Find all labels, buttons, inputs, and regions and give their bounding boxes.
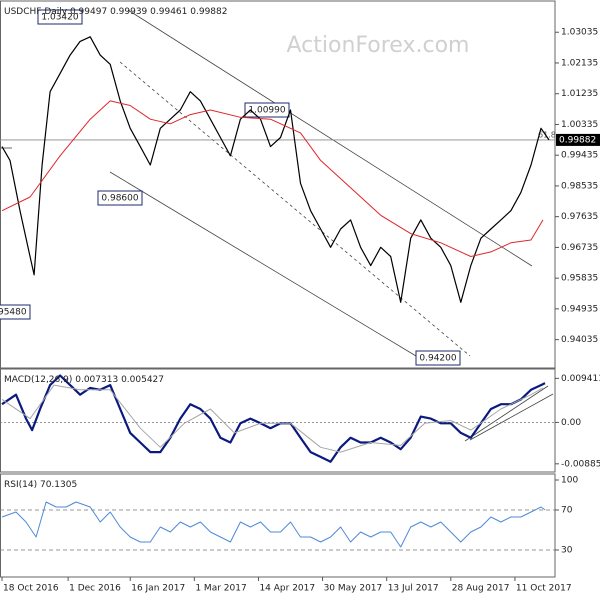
price-annotation-box (97, 190, 143, 206)
price-annotation-box (244, 102, 290, 118)
y-tick-label: 0.99435 (561, 151, 598, 161)
header-value: 0.005427 (121, 375, 164, 385)
y-tick-label: 0.97635 (561, 212, 598, 222)
price-annotation-box (0, 304, 31, 320)
series-line (1, 384, 544, 453)
panel-frame (0, 473, 556, 578)
price-annotation: 1.00990 (248, 106, 285, 116)
series-line (1, 36, 550, 303)
panel-frame (0, 368, 556, 473)
price-annotation-box (415, 350, 461, 366)
y-tick-label: 0.98535 (561, 181, 598, 191)
series-line (1, 501, 546, 548)
header-value: 0.99882 (190, 7, 227, 17)
price-annotation-box (37, 9, 83, 25)
channel-line (127, 9, 533, 267)
header-value: 0.99461 (150, 7, 187, 17)
price-annotation: 0.94200 (419, 354, 456, 364)
panel-title: USDCHF,Daily (4, 7, 68, 17)
channel-lines (0, 9, 554, 442)
header-value: 0.99497 (70, 7, 107, 17)
x-tick-label: 11 Oct 2017 (516, 584, 572, 594)
x-tick-label: 30 May 2017 (324, 584, 383, 594)
watermark: ActionForex.com (287, 33, 470, 58)
panel-header: MACD(12,26,9) 0.007313 0.005427 (4, 375, 164, 385)
y-tick-label: 100 (561, 476, 578, 486)
price-annotation: 0.98600 (101, 194, 138, 204)
panel-title: MACD(12,26,9) (4, 375, 72, 385)
header-value: 0.007313 (75, 375, 118, 385)
y-tick-label: 0.96735 (561, 243, 598, 253)
panel-header: RSI(14) 70.1305 (4, 480, 77, 490)
y-tick-label: 0.95835 (561, 274, 598, 284)
x-tick-label: 1 Dec 2016 (69, 584, 121, 594)
y-tick-label: 1.02135 (561, 58, 598, 68)
channel-line (109, 171, 417, 357)
y-tick-label: 0.94035 (561, 335, 598, 345)
header-value: 0.99939 (110, 7, 147, 17)
macd-trend-line (469, 393, 554, 441)
panel-header: USDCHF,Daily 0.99497 0.99939 0.99461 0.9… (4, 7, 227, 17)
header-value: 70.1305 (40, 480, 77, 490)
last-price-box (556, 133, 600, 146)
macd-trend-line (464, 385, 549, 442)
x-tick-label: 28 Aug 2017 (452, 584, 510, 594)
channel-line (119, 61, 471, 357)
fib-label: 61.8 (538, 130, 556, 139)
y-tick-label: 30 (561, 546, 573, 556)
x-tick-label: 13 Jul 2017 (388, 584, 439, 594)
y-tick-label: 0.94935 (561, 304, 598, 314)
last-price-label: 0.99882 (559, 135, 596, 145)
x-tick-label: 1 Mar 2017 (195, 584, 246, 594)
y-tick-label: 1.03035 (561, 28, 598, 38)
price-annotation: 1.03420 (41, 13, 78, 23)
panel-frame (0, 0, 556, 369)
y-tick-label: 1.00335 (561, 120, 598, 130)
panel-title: RSI(14) (4, 480, 37, 490)
series-line (1, 100, 544, 257)
x-tick-label: 16 Jan 2017 (131, 584, 185, 594)
y-tick-label: 0.00 (561, 418, 581, 428)
x-tick-label: 14 Apr 2017 (259, 584, 315, 594)
y-tick-label: -0.008852 (561, 459, 600, 469)
y-tick-label: 1.01235 (561, 89, 598, 99)
series-line (1, 374, 546, 463)
y-tick-label: 0.009411 (561, 374, 600, 384)
price-annotation: 0.95480 (0, 308, 27, 318)
y-tick-label: 70 (561, 506, 573, 516)
x-tick-label: 18 Oct 2016 (3, 584, 59, 594)
